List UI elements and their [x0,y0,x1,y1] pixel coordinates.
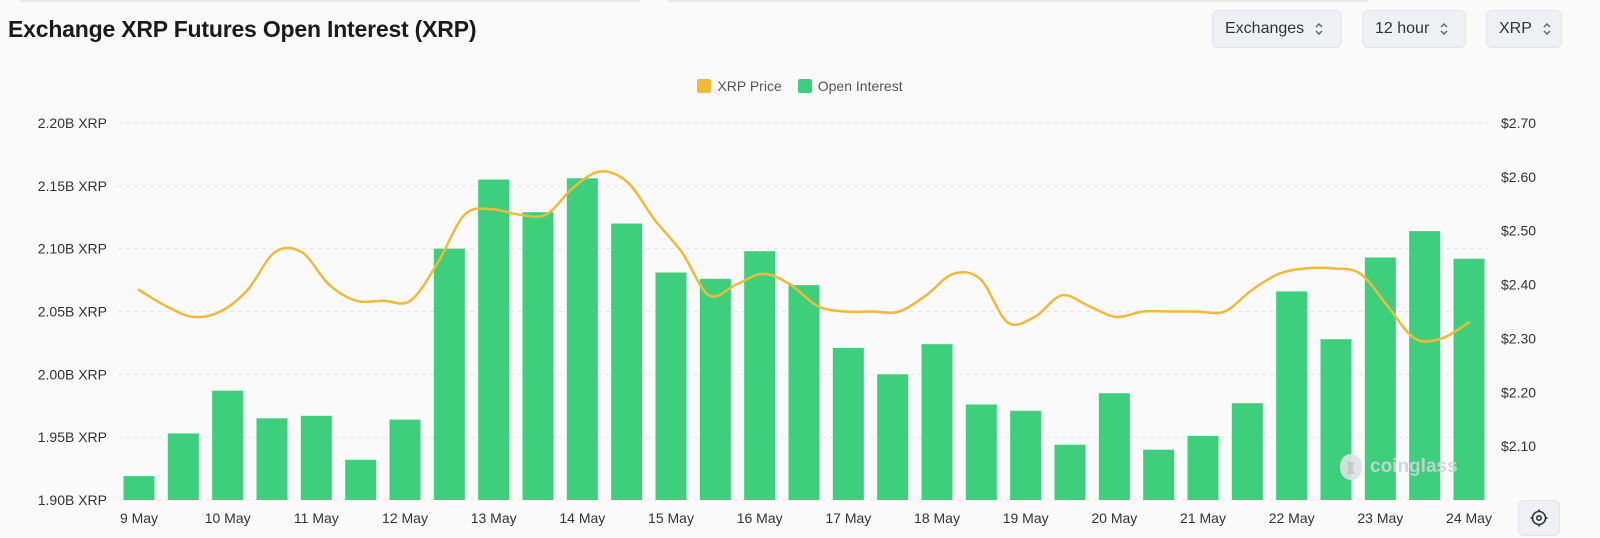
chart-title: Exchange XRP Futures Open Interest (XRP) [8,16,477,42]
interval-select-label: 12 hour [1375,20,1430,37]
exchanges-select[interactable]: Exchanges [1212,10,1342,48]
x-axis-tick-label: 17 May [825,510,871,526]
legend-label-open-interest: Open Interest [817,78,903,94]
coin-select-label: XRP [1499,20,1532,37]
interval-select[interactable]: 12 hour [1362,10,1466,48]
chevron-up-down-icon [1439,21,1449,37]
coin-select[interactable]: XRP [1486,10,1562,48]
right-axis-ticks: $2.10 $2.20 $2.30 $2.40 $2.50 $2.60 $2.70 [1501,115,1536,454]
open-interest-bar [921,344,953,500]
open-interest-bar [167,433,199,500]
open-interest-bar [1143,449,1175,500]
open-interest-bar [965,404,997,500]
settings-button[interactable] [1518,500,1560,536]
open-interest-bar [522,212,554,500]
x-axis-ticks: 9 May 10 May 11 May 12 May 13 May 14 May 15 Ma… [120,510,1492,526]
open-interest-bar [389,419,421,500]
x-axis-tick-label: 12 May [382,510,428,526]
left-axis-tick-label: 2.10B XRP [38,241,107,257]
open-interest-bar [345,459,377,500]
watermark-text: coinglass [1370,456,1458,477]
open-interest-bar [212,390,244,500]
open-interest-bar [1409,231,1441,500]
right-axis-tick-label: $2.50 [1501,223,1536,239]
x-axis-tick-label: 10 May [205,510,251,526]
open-interest-bar [1276,291,1308,500]
left-axis-tick-label: 2.20B XRP [38,115,107,131]
open-interest-bar [1054,444,1086,500]
x-axis-tick-label: 19 May [1003,510,1049,526]
x-axis-tick-label: 15 May [648,510,694,526]
open-interest-bar [744,251,776,500]
legend-label-price: XRP Price [717,78,782,94]
open-interest-bar [832,347,864,500]
x-axis-tick-label: 21 May [1180,510,1226,526]
right-axis-tick-label: $2.30 [1501,330,1536,346]
right-axis-tick-label: $2.10 [1501,438,1536,454]
legend-swatch-price [697,79,712,93]
top-border [0,0,1600,4]
right-axis-tick-label: $2.70 [1501,115,1536,131]
open-interest-bar [788,285,820,500]
left-axis-tick-label: 2.15B XRP [38,178,107,194]
open-interest-bar [877,374,909,500]
open-interest-bar [478,179,510,501]
x-axis-tick-label: 22 May [1269,510,1315,526]
open-interest-bar [1098,393,1130,500]
x-axis-tick-label: 24 May [1446,510,1492,526]
x-axis-tick-label: 18 May [914,510,960,526]
open-interest-bar [433,248,465,500]
exchanges-select-label: Exchanges [1225,20,1305,37]
x-axis-tick-label: 23 May [1357,510,1403,526]
x-axis-tick-label: 9 May [120,510,158,526]
open-interest-bar [123,476,155,500]
right-axis-tick-label: $2.40 [1501,277,1536,293]
open-interest-bar [655,272,687,500]
right-axis-tick-label: $2.60 [1501,169,1536,185]
chart-legend: XRP Price Open Interest [0,78,1600,94]
left-axis-tick-label: 1.95B XRP [38,429,107,445]
x-axis-tick-label: 14 May [559,510,605,526]
open-interest-bar [256,418,288,500]
chevron-up-down-icon [1542,21,1552,37]
x-axis-tick-label: 20 May [1091,510,1137,526]
xrp-price-line [137,170,1471,343]
open-interest-bar [611,223,643,501]
open-interest-bar [1187,435,1219,500]
x-axis-tick-label: 16 May [737,510,783,526]
legend-swatch-open-interest [797,79,812,93]
open-interest-bars [123,178,1485,501]
chevron-up-down-icon [1314,21,1324,37]
legend-item-price[interactable]: XRP Price [697,78,782,94]
legend-item-open-interest[interactable]: Open Interest [797,78,903,94]
left-axis-tick-label: 2.05B XRP [38,304,107,320]
right-axis-tick-label: $2.20 [1501,384,1536,400]
open-interest-bar [1453,258,1485,500]
open-interest-bar [566,178,598,500]
coinglass-logo-icon [1340,454,1362,480]
open-interest-bar [699,278,731,500]
coinglass-logo: coinglass [1338,452,1458,482]
gear-icon [1530,509,1548,527]
left-axis-tick-label: 2.00B XRP [38,366,107,382]
open-interest-bar [300,415,332,500]
x-axis-tick-label: 13 May [471,510,517,526]
open-interest-bar [1231,403,1263,500]
x-axis-tick-label: 11 May [294,510,339,526]
left-axis-ticks: 1.90B XRP 1.95B XRP 2.00B XRP 2.05B XRP 2.10… [38,115,107,508]
left-axis-tick-label: 1.90B XRP [38,492,107,508]
open-interest-bar [1010,410,1042,500]
